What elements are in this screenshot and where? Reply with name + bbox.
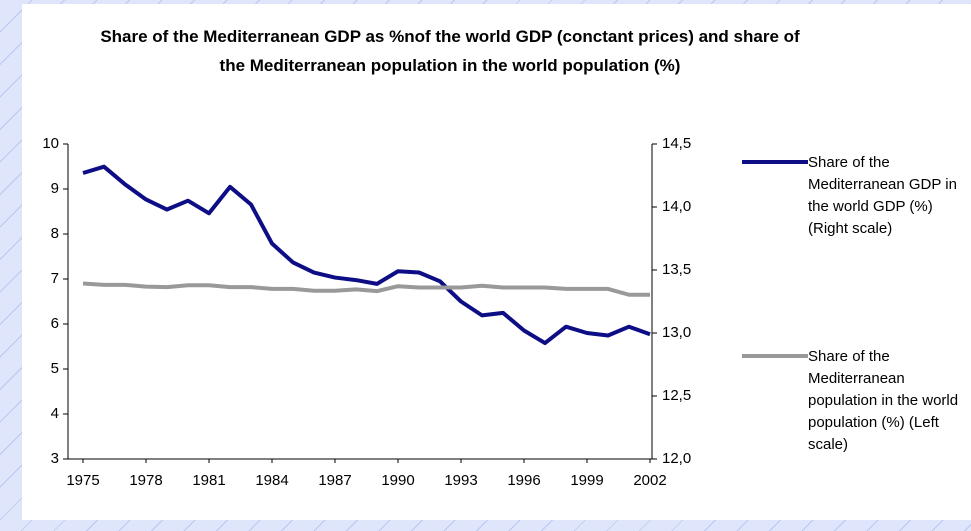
y2-tick-label: 13,0 [662,324,691,341]
y-tick-label: 6 [51,315,59,332]
legend-label: Share of the Mediterranean population in… [808,348,959,453]
x-tick-label: 1981 [192,472,225,489]
series-line [82,281,650,297]
y2-tick-label: 13,5 [662,261,691,278]
x-tick-label: 1990 [381,472,414,489]
x-tick-label: 1987 [318,472,351,489]
chart-panel [22,4,971,520]
y-tick-label: 10 [42,135,59,152]
x-tick-label: 1993 [444,472,477,489]
chart-title: Share of the Mediterranean GDP as %nof t… [100,27,800,75]
y-tick-label: 4 [51,405,59,422]
x-tick-label: 1975 [66,472,99,489]
y2-tick-label: 14,0 [662,198,691,215]
y2-tick-label: 12,0 [662,450,691,467]
y2-tick-label: 12,5 [662,387,691,404]
legend-label: Share of the Mediterranean GDP in the wo… [808,154,957,237]
x-tick-label: 1984 [255,472,288,489]
y-tick-label: 8 [51,225,59,242]
series-line [82,164,651,346]
y2-tick-label: 14,5 [662,135,691,152]
x-tick-label: 1999 [570,472,603,489]
y-tick-label: 9 [51,180,59,197]
y-tick-label: 3 [51,450,59,467]
x-tick-label: 1978 [129,472,162,489]
x-tick-label: 2002 [633,472,666,489]
x-tick-label: 1996 [507,472,540,489]
y-tick-label: 7 [51,270,59,287]
y-tick-label: 5 [51,360,59,377]
